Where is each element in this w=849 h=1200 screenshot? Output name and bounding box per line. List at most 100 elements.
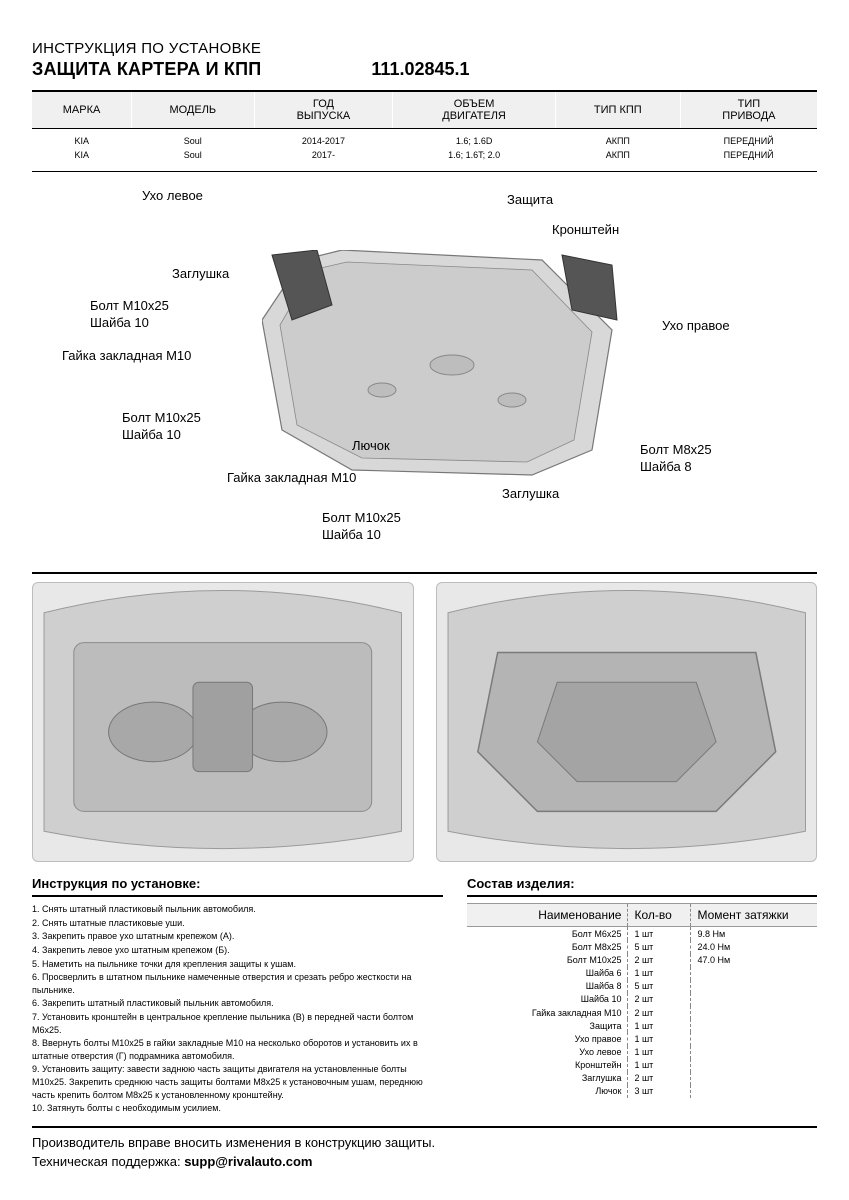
comp-col-qty: Кол-во	[628, 904, 691, 927]
comp-cell-torque	[691, 1046, 817, 1059]
comp-cell-name: Ухо левое	[467, 1046, 628, 1059]
spec-cell: 1.6; 1.6T; 2.0	[393, 148, 555, 171]
spec-table: МАРКА МОДЕЛЬ ГОД ВЫПУСКА ОБЪЕМ ДВИГАТЕЛЯ…	[32, 90, 817, 171]
document-title: ЗАЩИТА КАРТЕРА И КПП	[32, 59, 261, 80]
spec-col-trans: ТИП КПП	[555, 91, 680, 129]
comp-col-torque: Момент затяжки	[691, 904, 817, 927]
diagram-callout: Болт М8х25 Шайба 8	[640, 442, 712, 475]
comp-row: Шайба 102 шт	[467, 993, 817, 1006]
comp-cell-torque	[691, 1059, 817, 1072]
comp-cell-torque	[691, 1019, 817, 1032]
footer-rule	[32, 1126, 817, 1128]
instructions-column: Инструкция по установке: 1. Снять штатны…	[32, 876, 443, 1116]
part-number: 111.02845.1	[371, 59, 469, 80]
comp-cell-name: Шайба 6	[467, 967, 628, 980]
underbody-renders	[32, 582, 817, 862]
diagram-callout: Заглушка	[502, 486, 559, 502]
instructions-list: 1. Снять штатный пластиковый пыльник авт…	[32, 903, 443, 1115]
comp-cell-torque: 47.0 Нм	[691, 954, 817, 967]
comp-row: Болт М6х251 шт9.8 Нм	[467, 927, 817, 941]
spec-cell: KIA	[32, 148, 132, 171]
comp-cell-name: Болт М6х25	[467, 927, 628, 941]
comp-cell-qty: 5 шт	[628, 980, 691, 993]
diagram-callout: Заглушка	[172, 266, 229, 282]
instruction-step: 7. Установить кронштейн в центральное кр…	[32, 1011, 443, 1036]
comp-cell-qty: 2 шт	[628, 1072, 691, 1085]
footer-support-label: Техническая поддержка:	[32, 1154, 184, 1169]
spec-cell: 1.6; 1.6D	[393, 129, 555, 149]
comp-cell-name: Шайба 8	[467, 980, 628, 993]
spec-cell: 2017-	[254, 148, 393, 171]
instruction-step: 1. Снять штатный пластиковый пыльник авт…	[32, 903, 443, 916]
instruction-step: 2. Снять штатные пластиковые уши.	[32, 917, 443, 930]
diagram-callout: Болт М10х25 Шайба 10	[90, 298, 169, 331]
comp-row: Заглушка2 шт	[467, 1072, 817, 1085]
comp-cell-qty: 3 шт	[628, 1085, 691, 1098]
comp-cell-torque	[691, 1072, 817, 1085]
instruction-step: 6. Закрепить штатный пластиковый пыльник…	[32, 997, 443, 1010]
spec-col-year: ГОД ВЫПУСКА	[254, 91, 393, 129]
spec-cell: Soul	[132, 148, 254, 171]
comp-cell-name: Гайка закладная М10	[467, 1006, 628, 1019]
comp-row: Болт М8х255 шт24.0 Нм	[467, 940, 817, 953]
composition-column: Состав изделия: Наименование Кол-во Моме…	[467, 876, 817, 1098]
composition-table: Наименование Кол-во Момент затяжки Болт …	[467, 903, 817, 1098]
comp-cell-torque: 9.8 Нм	[691, 927, 817, 941]
comp-cell-qty: 2 шт	[628, 1006, 691, 1019]
footer-disclaimer: Производитель вправе вносить изменения в…	[32, 1135, 435, 1150]
comp-cell-name: Защита	[467, 1019, 628, 1032]
instructions-title: Инструкция по установке:	[32, 876, 443, 897]
comp-row: Ухо левое1 шт	[467, 1046, 817, 1059]
comp-cell-torque	[691, 1032, 817, 1045]
comp-row: Защита1 шт	[467, 1019, 817, 1032]
diagram-callout: Болт М10х25 Шайба 10	[322, 510, 401, 543]
diagram-callout: Лючок	[352, 438, 390, 454]
comp-cell-name: Болт М10х25	[467, 954, 628, 967]
comp-cell-torque: 24.0 Нм	[691, 940, 817, 953]
comp-cell-qty: 5 шт	[628, 940, 691, 953]
comp-cell-name: Лючок	[467, 1085, 628, 1098]
comp-row: Ухо правое1 шт	[467, 1032, 817, 1045]
comp-row: Лючок3 шт	[467, 1085, 817, 1098]
diagram-callout: Гайка закладная М10	[227, 470, 356, 486]
comp-row: Шайба 61 шт	[467, 967, 817, 980]
skid-plate-drawing	[262, 250, 622, 480]
spec-col-model: МОДЕЛЬ	[132, 91, 254, 129]
instruction-step: 8. Ввернуть болты М10х25 в гайки закладн…	[32, 1037, 443, 1062]
spec-cell: Soul	[132, 129, 254, 149]
diagram-callout: Ухо левое	[142, 188, 203, 204]
document-subtitle: ИНСТРУКЦИЯ ПО УСТАНОВКЕ	[32, 40, 817, 57]
instruction-step: 10. Затянуть болты с необходимым усилием…	[32, 1102, 443, 1115]
comp-cell-qty: 1 шт	[628, 1019, 691, 1032]
diagram-callout: Болт М10х25 Шайба 10	[122, 410, 201, 443]
diagram-callout: Гайка закладная М10	[62, 348, 191, 364]
comp-row: Болт М10х252 шт47.0 Нм	[467, 954, 817, 967]
spec-col-make: МАРКА	[32, 91, 132, 129]
exploded-diagram: Ухо левоеЗащитаКронштейнЗаглушкаБолт М10…	[32, 180, 817, 560]
diagram-callout: Ухо правое	[662, 318, 730, 334]
spec-bottom-rule	[32, 171, 817, 172]
comp-cell-qty: 1 шт	[628, 967, 691, 980]
footer-text: Производитель вправе вносить изменения в…	[32, 1134, 817, 1172]
mid-rule	[32, 572, 817, 574]
comp-row: Кронштейн1 шт	[467, 1059, 817, 1072]
comp-cell-qty: 1 шт	[628, 1059, 691, 1072]
comp-cell-name: Ухо правое	[467, 1032, 628, 1045]
composition-title: Состав изделия:	[467, 876, 817, 897]
comp-header-row: Наименование Кол-во Момент затяжки	[467, 904, 817, 927]
title-row: ЗАЩИТА КАРТЕРА И КПП 111.02845.1	[32, 59, 817, 80]
comp-cell-name: Шайба 10	[467, 993, 628, 1006]
comp-cell-qty: 1 шт	[628, 927, 691, 941]
spec-row: KIASoul2017-1.6; 1.6T; 2.0АКПППЕРЕДНИЙ	[32, 148, 817, 171]
spec-col-engine: ОБЪЕМ ДВИГАТЕЛЯ	[393, 91, 555, 129]
comp-cell-torque	[691, 967, 817, 980]
comp-row: Шайба 85 шт	[467, 980, 817, 993]
spec-cell: АКПП	[555, 129, 680, 149]
comp-cell-name: Кронштейн	[467, 1059, 628, 1072]
instruction-step: 6. Просверлить в штатном пыльнике намече…	[32, 971, 443, 996]
instruction-step: 9. Установить защиту: завести заднюю час…	[32, 1063, 443, 1101]
comp-cell-name: Заглушка	[467, 1072, 628, 1085]
spec-header-row: МАРКА МОДЕЛЬ ГОД ВЫПУСКА ОБЪЕМ ДВИГАТЕЛЯ…	[32, 91, 817, 129]
spec-cell: ПЕРЕДНИЙ	[680, 148, 817, 171]
instruction-step: 5. Наметить на пыльнике точки для крепле…	[32, 958, 443, 971]
